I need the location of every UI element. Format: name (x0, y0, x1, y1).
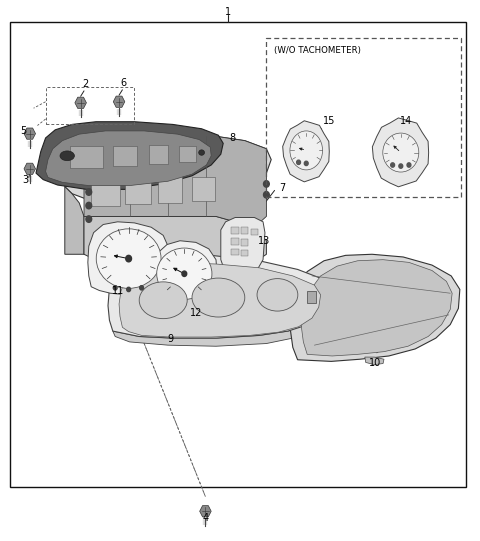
Polygon shape (84, 136, 266, 227)
Bar (241, 250, 248, 256)
Polygon shape (113, 96, 125, 107)
Circle shape (140, 286, 144, 290)
Text: 13: 13 (258, 236, 271, 246)
Text: 15: 15 (323, 116, 335, 126)
Circle shape (113, 286, 117, 290)
Ellipse shape (139, 282, 187, 319)
Ellipse shape (290, 131, 323, 170)
Text: 11: 11 (111, 286, 124, 296)
Text: 7: 7 (279, 183, 286, 193)
Circle shape (264, 192, 269, 198)
Polygon shape (119, 262, 321, 337)
Polygon shape (200, 506, 211, 517)
Text: 2: 2 (82, 79, 89, 89)
Polygon shape (88, 222, 168, 295)
Polygon shape (65, 187, 84, 254)
Circle shape (304, 161, 308, 166)
Polygon shape (151, 241, 217, 307)
Ellipse shape (96, 229, 161, 288)
Text: 14: 14 (399, 116, 412, 126)
Text: 12: 12 (190, 308, 202, 318)
Polygon shape (108, 253, 330, 338)
Bar (70, 146, 103, 168)
Ellipse shape (257, 279, 298, 311)
Circle shape (86, 202, 92, 209)
Ellipse shape (156, 248, 212, 299)
Polygon shape (24, 128, 36, 139)
Ellipse shape (199, 150, 204, 155)
Text: 4: 4 (203, 513, 208, 523)
Bar (192, 177, 215, 201)
Polygon shape (84, 216, 266, 265)
Polygon shape (221, 217, 265, 275)
Polygon shape (46, 131, 211, 186)
Polygon shape (290, 254, 460, 361)
Bar (251, 229, 258, 235)
Circle shape (407, 163, 411, 167)
Circle shape (126, 255, 132, 262)
Bar (241, 227, 248, 234)
Ellipse shape (192, 278, 245, 317)
Polygon shape (372, 118, 429, 187)
Circle shape (399, 164, 403, 168)
Bar (158, 176, 182, 203)
Circle shape (297, 160, 300, 164)
Polygon shape (113, 325, 312, 346)
Bar (179, 146, 196, 162)
Bar (91, 173, 120, 206)
Text: 9: 9 (168, 334, 173, 344)
Polygon shape (65, 136, 271, 203)
Polygon shape (301, 260, 452, 356)
Circle shape (86, 189, 92, 195)
Polygon shape (283, 121, 329, 182)
Text: 1: 1 (225, 7, 231, 17)
Polygon shape (75, 97, 86, 108)
Circle shape (127, 287, 131, 292)
Circle shape (264, 181, 269, 187)
Text: 8: 8 (229, 133, 236, 143)
Bar (231, 238, 239, 245)
Bar (125, 175, 151, 204)
Polygon shape (36, 122, 223, 189)
Circle shape (182, 271, 187, 276)
Text: 5: 5 (20, 126, 26, 136)
Bar (113, 146, 137, 166)
Ellipse shape (383, 133, 419, 172)
Circle shape (86, 216, 92, 222)
Bar (149, 145, 168, 164)
Text: (W/O TACHOMETER): (W/O TACHOMETER) (274, 46, 360, 55)
Bar (241, 239, 248, 246)
Text: 6: 6 (121, 78, 127, 88)
Circle shape (391, 163, 395, 167)
Text: 3: 3 (22, 175, 28, 184)
Polygon shape (24, 163, 36, 174)
Bar (231, 227, 239, 234)
Bar (307, 291, 316, 303)
Ellipse shape (60, 151, 74, 161)
Text: 10: 10 (369, 358, 382, 368)
Bar (10, 22, 466, 487)
Polygon shape (365, 357, 384, 365)
Bar (231, 249, 239, 255)
